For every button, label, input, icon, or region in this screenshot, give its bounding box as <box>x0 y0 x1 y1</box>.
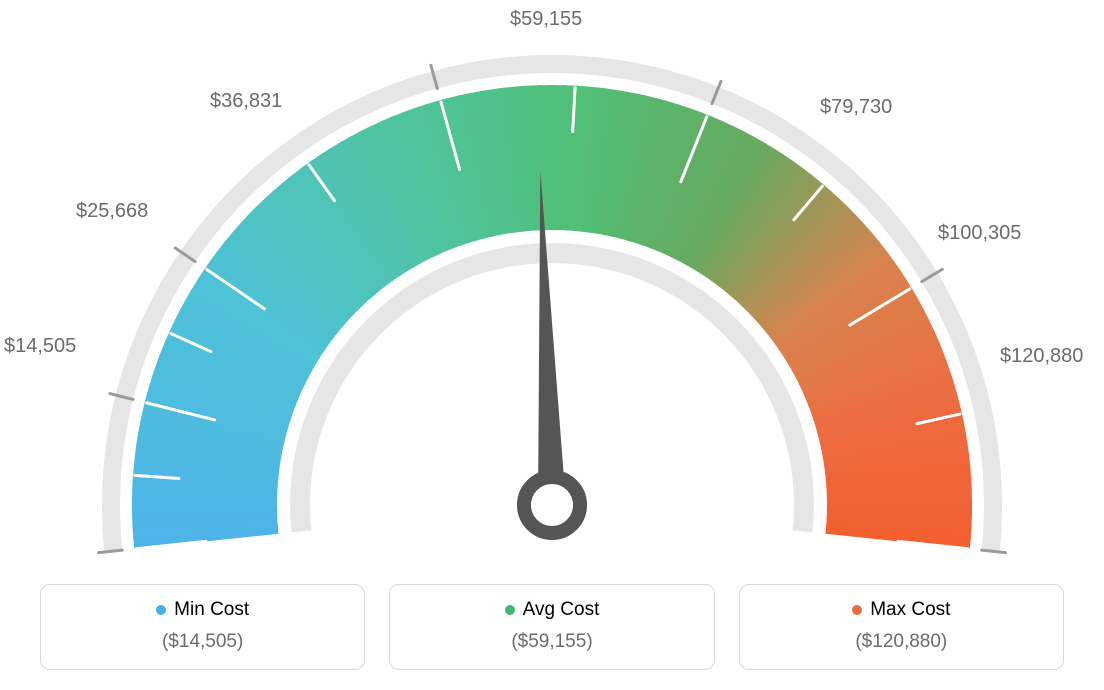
gauge-tick-label: $100,305 <box>938 222 1021 245</box>
legend-title-avg: Avg Cost <box>505 599 600 621</box>
legend-title-max: Max Cost <box>852 599 950 621</box>
legend-card-min: Min Cost ($14,505) <box>40 584 365 670</box>
legend-value-min: ($14,505) <box>51 631 354 653</box>
legend-title-min-text: Min Cost <box>174 599 249 621</box>
legend-title-min: Min Cost <box>156 599 249 621</box>
gauge-tick-label: $25,668 <box>76 200 148 223</box>
dot-icon <box>156 605 166 615</box>
gauge-area <box>0 0 1104 560</box>
legend-card-max: Max Cost ($120,880) <box>739 584 1064 670</box>
legend-title-max-text: Max Cost <box>870 599 950 621</box>
legend-value-max: ($120,880) <box>750 631 1053 653</box>
dot-icon <box>505 605 515 615</box>
gauge-tick-label: $59,155 <box>510 8 582 31</box>
gauge-svg <box>52 0 1052 560</box>
legend-card-avg: Avg Cost ($59,155) <box>389 584 714 670</box>
gauge-tick-label: $36,831 <box>210 90 282 113</box>
gauge-tick-label: $120,880 <box>1000 345 1083 368</box>
legend-row: Min Cost ($14,505) Avg Cost ($59,155) Ma… <box>40 584 1064 670</box>
gauge-tick-label: $79,730 <box>820 96 892 119</box>
legend-title-avg-text: Avg Cost <box>523 599 600 621</box>
cost-gauge-chart: $14,505 $25,668 $36,831 $59,155 $79,730 $100,… <box>0 0 1104 690</box>
legend-value-avg: ($59,155) <box>400 631 703 653</box>
gauge-tick-label: $14,505 <box>4 335 76 358</box>
dot-icon <box>852 605 862 615</box>
